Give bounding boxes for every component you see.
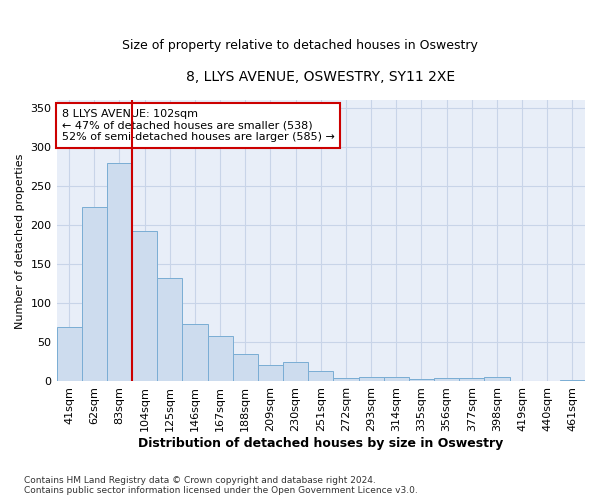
Bar — [509, 380, 535, 382]
Bar — [560, 380, 585, 382]
Bar — [258, 365, 283, 382]
Bar — [182, 324, 208, 382]
Bar — [107, 163, 132, 382]
Bar — [359, 377, 383, 382]
Text: 8 LLYS AVENUE: 102sqm
← 47% of detached houses are smaller (538)
52% of semi-det: 8 LLYS AVENUE: 102sqm ← 47% of detached … — [62, 109, 335, 142]
Bar — [283, 362, 308, 382]
Text: Contains HM Land Registry data © Crown copyright and database right 2024.
Contai: Contains HM Land Registry data © Crown c… — [24, 476, 418, 495]
Bar — [82, 208, 107, 382]
X-axis label: Distribution of detached houses by size in Oswestry: Distribution of detached houses by size … — [138, 437, 503, 450]
Title: 8, LLYS AVENUE, OSWESTRY, SY11 2XE: 8, LLYS AVENUE, OSWESTRY, SY11 2XE — [186, 70, 455, 84]
Text: Size of property relative to detached houses in Oswestry: Size of property relative to detached ho… — [122, 40, 478, 52]
Bar — [334, 378, 359, 382]
Bar — [233, 354, 258, 382]
Bar — [308, 370, 334, 382]
Bar — [459, 378, 484, 382]
Bar — [157, 278, 182, 382]
Bar — [383, 377, 409, 382]
Bar — [132, 231, 157, 382]
Bar — [484, 377, 509, 382]
Bar — [56, 327, 82, 382]
Bar — [208, 336, 233, 382]
Bar — [409, 379, 434, 382]
Bar — [434, 378, 459, 382]
Y-axis label: Number of detached properties: Number of detached properties — [15, 154, 25, 328]
